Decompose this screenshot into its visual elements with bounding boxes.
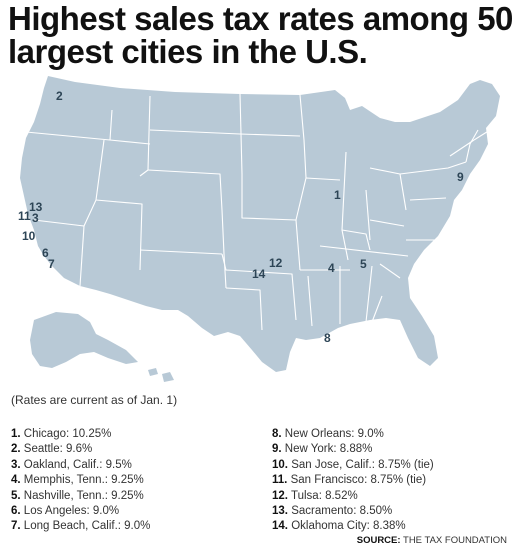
marker-10: 10 bbox=[22, 229, 36, 243]
state-borders bbox=[25, 93, 491, 331]
list-item: 10. San Jose, Calif.: 8.75% (tie) bbox=[272, 458, 434, 471]
marker-6: 6 bbox=[42, 246, 49, 260]
list-item: 5. Nashville, Tenn.: 9.25% bbox=[11, 489, 144, 502]
contiguous-us-shape bbox=[20, 76, 500, 372]
ranking-list-left: 1. Chicago: 10.25% 2. Seattle: 9.6% 3. O… bbox=[11, 427, 150, 535]
list-item: 2. Seattle: 9.6% bbox=[11, 443, 93, 456]
marker-2: 2 bbox=[56, 89, 63, 103]
marker-8: 8 bbox=[324, 331, 331, 345]
list-item: 6. Los Angeles: 9.0% bbox=[11, 504, 120, 517]
list-item: 11. San Francisco: 8.75% (tie) bbox=[272, 474, 427, 487]
list-item: 12. Tulsa: 8.52% bbox=[272, 489, 358, 502]
hawaii-shape bbox=[148, 368, 174, 382]
rates-note: (Rates are current as of Jan. 1) bbox=[11, 393, 178, 407]
marker-9: 9 bbox=[457, 170, 464, 184]
map-title: Highest sales tax rates among 50 largest… bbox=[8, 0, 513, 70]
list-item: 3. Oakland, Calif.: 9.5% bbox=[11, 458, 132, 471]
list-item: 9. New York: 8.88% bbox=[272, 443, 373, 456]
list-item: 1. Chicago: 10.25% bbox=[11, 428, 112, 440]
marker-14: 14 bbox=[252, 267, 266, 281]
list-item: 8. New Orleans: 9.0% bbox=[272, 428, 384, 440]
marker-4: 4 bbox=[328, 261, 335, 275]
list-item: 7. Long Beach, Calif.: 9.0% bbox=[11, 520, 151, 533]
marker-12: 12 bbox=[269, 256, 283, 270]
marker-3: 3 bbox=[32, 211, 39, 225]
list-item: 14. Oklahoma City: 8.38% bbox=[272, 520, 406, 533]
marker-5: 5 bbox=[360, 257, 367, 271]
marker-7: 7 bbox=[48, 257, 55, 271]
ranking-list-right: 8. New Orleans: 9.0% 9. New York: 8.88% … bbox=[272, 427, 434, 535]
list-item: 4. Memphis, Tenn.: 9.25% bbox=[11, 474, 144, 487]
marker-13: 13 bbox=[29, 200, 43, 214]
marker-11: 11 bbox=[18, 209, 31, 223]
alaska-shape bbox=[30, 312, 138, 368]
list-item: 13. Sacramento: 8.50% bbox=[272, 504, 393, 517]
source-credit: SOURCE: THE TAX FOUNDATION bbox=[356, 535, 507, 546]
marker-1: 1 bbox=[334, 188, 341, 202]
us-map: 1 2 3 4 5 6 7 8 9 10 11 12 13 14 bbox=[0, 70, 518, 390]
us-map-svg: 1 2 3 4 5 6 7 8 9 10 11 12 13 14 bbox=[18, 76, 500, 382]
